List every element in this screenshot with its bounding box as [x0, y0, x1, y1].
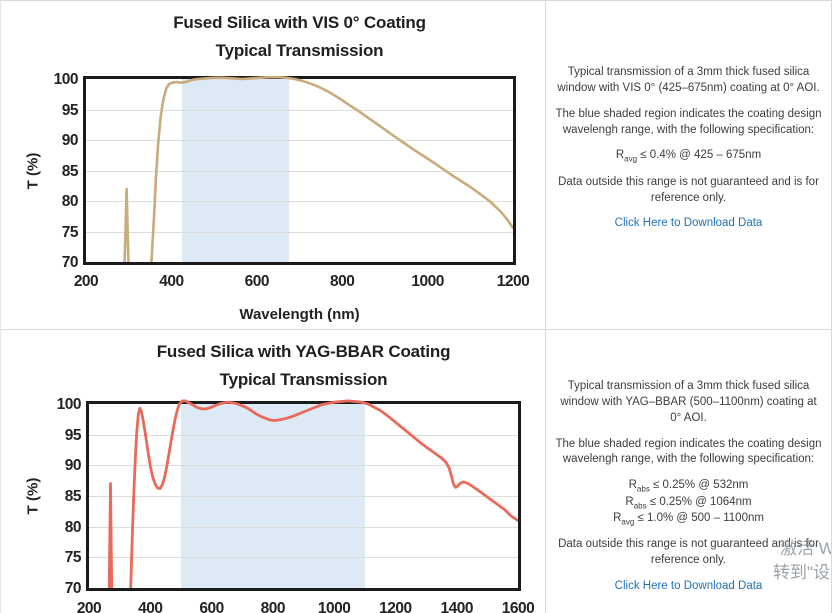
x-tick-label: 1000: [411, 273, 444, 290]
x-tick-label: 1000: [317, 600, 351, 613]
x-tick-label: 1400: [440, 600, 473, 613]
x-tick-label: 1600: [501, 600, 535, 613]
y-axis-label: T (%): [24, 477, 42, 515]
gridline: [89, 526, 518, 528]
chart-title-line1: Fused Silica with YAG-BBAR Coating: [156, 342, 451, 361]
x-tick-label: 200: [76, 600, 102, 613]
chart-title-line2: Typical Transmission: [219, 370, 388, 389]
vis-coating-section: Fused Silica with VIS 0° Coating Typical…: [1, 1, 831, 330]
gridline: [89, 465, 518, 467]
y-axis-label: T (%): [24, 152, 42, 189]
x-tick-label: 1200: [379, 600, 412, 613]
x-axis-label: Wavelength (nm): [239, 306, 360, 323]
y-tick-label: 80: [61, 193, 79, 210]
spec-line: Rabs ≤ 0.25% @ 1064nm: [625, 495, 752, 510]
y-tick-label: 70: [64, 580, 82, 597]
y-tick-label: 70: [61, 254, 79, 271]
y-tick-label: 75: [61, 223, 79, 241]
y-tick-label: 90: [64, 457, 82, 475]
y-tick-label: 100: [56, 396, 82, 413]
gridline: [89, 557, 518, 559]
vis-description-panel: Typical transmission of a 3mm thick fuse…: [546, 1, 831, 329]
yag-chart-title: Fused Silica with YAG-BBAR Coating Typic…: [89, 338, 518, 394]
transmission-curve: [107, 399, 518, 588]
vis-chart-title: Fused Silica with VIS 0° Coating Typical…: [86, 9, 513, 65]
gridline: [86, 170, 513, 172]
yag-chart-panel: Fused Silica with YAG-BBAR Coating Typic…: [1, 330, 546, 613]
description-paragraph: Typical transmission of a 3mm thick fuse…: [560, 380, 817, 424]
spec-line: Ravg ≤ 0.4% @ 425 – 675nm: [615, 149, 762, 164]
shaded-region-paragraph: The blue shaded region indicates the coa…: [555, 107, 822, 136]
y-tick-label: 80: [64, 518, 82, 536]
shaded-region-paragraph: The blue shaded region indicates the coa…: [555, 437, 822, 466]
disclaimer-note: Data outside this range is not guarantee…: [558, 175, 819, 204]
x-tick-label: 200: [73, 273, 99, 290]
spec-line: Rabs ≤ 0.25% @ 532nm: [628, 479, 749, 494]
gridline: [86, 201, 513, 202]
y-tick-label: 75: [64, 549, 82, 567]
vis-chart-panel: Fused Silica with VIS 0° Coating Typical…: [1, 1, 546, 329]
gridline: [86, 140, 513, 141]
chart-title-line2: Typical Transmission: [215, 41, 384, 60]
y-tick-label: 85: [64, 488, 82, 505]
spec-line: Ravg ≤ 1.0% @ 500 – 1100nm: [613, 511, 764, 527]
x-tick-label: 1200: [496, 273, 530, 290]
gridline: [86, 109, 513, 111]
plot-area: [83, 75, 516, 265]
spec-lines: Rabs ≤ 0.25% @ 532nm Rabs ≤ 0.25% @ 1064n…: [554, 478, 823, 527]
download-data-link[interactable]: Click Here to Download Data: [614, 580, 763, 592]
x-tick-label: 800: [330, 273, 355, 290]
x-tick-label: 600: [199, 600, 224, 613]
y-tick-label: 95: [61, 101, 79, 119]
x-tick-label: 400: [138, 600, 163, 613]
x-tick-label: 600: [244, 273, 270, 290]
chart-title-line1: Fused Silica with VIS 0° Coating: [173, 13, 426, 32]
y-tick-label: 90: [61, 132, 79, 149]
gridline: [86, 231, 513, 233]
yag-description-panel: Typical transmission of a 3mm thick fuse…: [546, 330, 831, 613]
download-data-link[interactable]: Click Here to Download Data: [614, 217, 763, 230]
y-tick-label: 100: [53, 71, 79, 88]
y-tick-label: 95: [64, 426, 82, 444]
x-tick-label: 400: [159, 273, 184, 290]
disclaimer-note: Data outside this range is not guarantee…: [558, 538, 819, 567]
description-paragraph: Typical transmission of a 3mm thick fuse…: [557, 66, 820, 94]
gridline: [89, 434, 518, 436]
plot-area: [86, 399, 521, 591]
spec-lines: Ravg ≤ 0.4% @ 425 – 675nm: [554, 148, 823, 164]
transmission-curve: [123, 75, 513, 262]
yag-bbar-coating-section: Fused Silica with YAG-BBAR Coating Typic…: [1, 330, 831, 613]
gridline: [89, 496, 518, 497]
y-tick-label: 85: [61, 162, 79, 180]
x-tick-label: 800: [260, 600, 286, 613]
